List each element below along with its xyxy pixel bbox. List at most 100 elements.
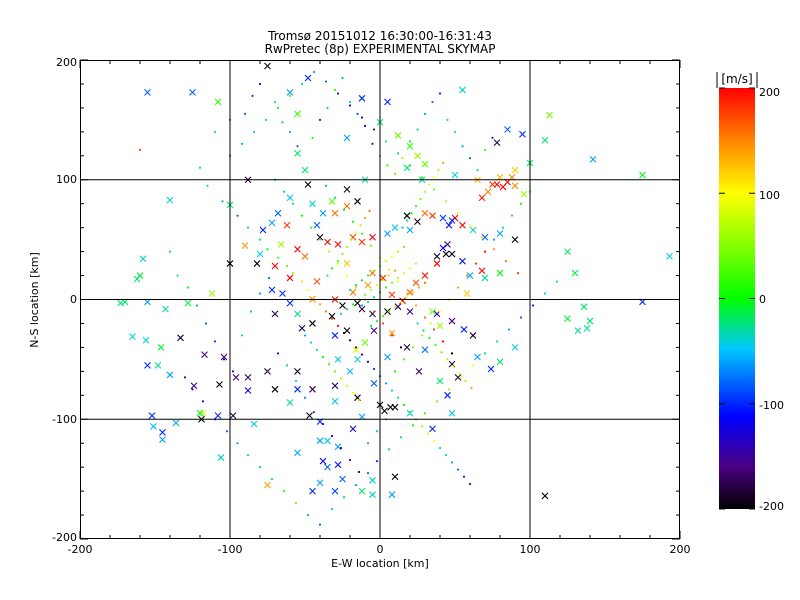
data-point-dot	[384, 260, 388, 263]
data-point-dot	[204, 322, 208, 325]
data-point-x	[201, 351, 208, 358]
data-point-x	[583, 324, 591, 332]
data-point-dot	[276, 256, 280, 259]
data-point-dot	[390, 389, 394, 392]
data-point-dot	[321, 422, 325, 426]
data-point-dot	[519, 316, 523, 319]
data-point-dot	[315, 348, 319, 351]
data-point-dot	[372, 310, 376, 313]
x-tick-label: -200	[68, 543, 93, 556]
data-point-x	[412, 279, 420, 287]
data-point-dot	[501, 226, 505, 229]
data-point-x	[384, 98, 391, 106]
data-point-dot	[366, 274, 370, 277]
data-point-x	[429, 308, 436, 315]
data-point-dot	[236, 442, 239, 445]
data-point-x	[354, 355, 361, 363]
data-point-x	[511, 236, 519, 244]
data-point-x	[142, 336, 150, 344]
data-point-dot	[345, 245, 349, 248]
data-point-dot	[432, 439, 436, 442]
data-point-x	[463, 290, 471, 297]
data-point-dot	[336, 260, 340, 263]
colorbar-tick-label: -200	[759, 500, 784, 513]
data-point-x	[369, 233, 376, 241]
data-point-dot	[348, 339, 352, 342]
data-point-dot	[266, 248, 269, 251]
data-point-x	[369, 476, 376, 484]
data-point-dot	[411, 291, 415, 294]
data-point-x	[159, 436, 166, 443]
data-point-x	[268, 286, 276, 294]
data-points	[117, 62, 673, 526]
data-point-dot	[390, 334, 394, 337]
data-point-x	[346, 367, 354, 375]
data-point-dot	[375, 319, 379, 323]
data-point-x	[309, 385, 316, 393]
data-point-x	[546, 111, 553, 119]
data-point-x	[331, 332, 339, 339]
data-point-x	[268, 219, 276, 227]
data-point-x	[294, 245, 301, 253]
data-point-dot	[345, 274, 349, 277]
data-point-x	[214, 412, 222, 420]
data-point-dot	[432, 176, 436, 179]
data-point-dot	[318, 238, 322, 241]
data-point-dot	[341, 76, 344, 80]
data-point-dot	[423, 316, 427, 319]
data-point-x	[214, 98, 222, 106]
data-point-dot	[276, 352, 280, 355]
data-point-x	[406, 142, 414, 150]
colorbar-tick-labels: 200 100 0 -100 -200	[759, 86, 784, 513]
data-point-dot	[465, 274, 469, 277]
data-point-dot	[138, 148, 142, 151]
data-point-dot	[401, 226, 404, 229]
data-point-x	[451, 171, 459, 179]
data-point-x	[541, 492, 549, 500]
data-point-dot	[312, 70, 316, 74]
data-point-x	[459, 257, 466, 265]
data-point-x	[286, 399, 294, 406]
data-point-dot	[519, 202, 523, 205]
data-point-dot	[288, 130, 292, 133]
data-point-x	[271, 262, 279, 270]
data-point-dot	[366, 360, 370, 363]
data-point-x	[277, 241, 285, 248]
data-point-x	[129, 333, 136, 341]
data-point-x	[319, 457, 327, 465]
data-point-dot	[366, 442, 370, 445]
data-point-dot	[417, 286, 421, 289]
data-point-x	[448, 217, 456, 224]
data-point-dot	[231, 370, 235, 373]
data-point-dot	[416, 322, 419, 325]
data-point-x	[241, 242, 249, 250]
data-point-dot	[246, 454, 250, 457]
data-point-x	[358, 487, 366, 495]
data-point-dot	[345, 384, 349, 387]
data-point-dot	[446, 358, 449, 361]
data-point-x	[369, 491, 376, 499]
data-point-dot	[437, 169, 440, 172]
data-point-dot	[384, 140, 388, 143]
data-point-x	[358, 238, 366, 246]
data-point-x	[361, 339, 369, 346]
data-point-dot	[240, 334, 244, 337]
data-point-dot	[330, 434, 334, 438]
data-point-dot	[213, 130, 217, 133]
data-point-x	[436, 377, 444, 385]
data-point-dot	[348, 100, 352, 104]
data-point-dot	[458, 372, 461, 375]
data-point-x	[448, 317, 456, 325]
data-point-dot	[438, 92, 442, 95]
data-point-x	[394, 303, 402, 311]
data-point-x	[370, 379, 378, 387]
data-point-dot	[371, 142, 374, 145]
data-point-dot	[426, 432, 430, 435]
data-point-x	[421, 272, 429, 279]
data-point-dot	[423, 412, 427, 415]
data-point-x	[459, 221, 466, 229]
data-point-x	[298, 324, 306, 332]
data-point-dot	[360, 304, 364, 307]
data-point-dot	[372, 367, 376, 371]
